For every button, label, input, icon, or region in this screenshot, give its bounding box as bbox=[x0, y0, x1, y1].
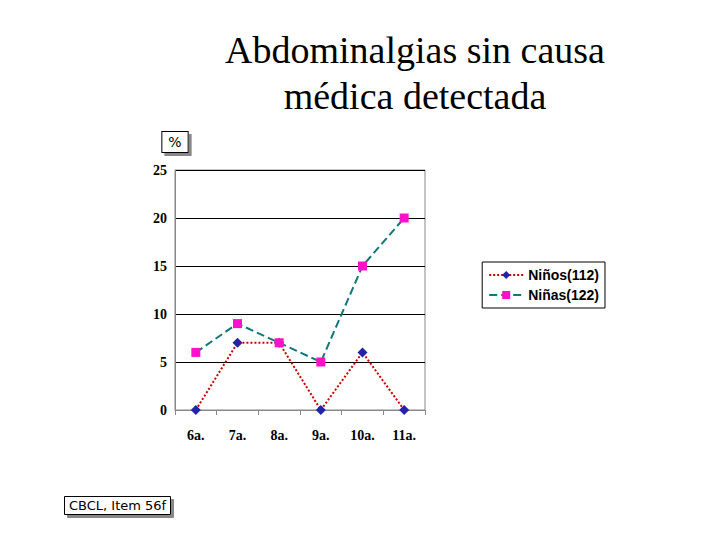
svg-text:Abdominalgias sin causa: Abdominalgias sin causa bbox=[225, 29, 605, 71]
svg-text:médica detectada: médica detectada bbox=[284, 75, 547, 117]
svg-text:25: 25 bbox=[153, 163, 167, 178]
svg-text:20: 20 bbox=[153, 211, 167, 226]
svg-text:6a.: 6a. bbox=[187, 428, 205, 443]
svg-text:7a.: 7a. bbox=[229, 428, 247, 443]
svg-text:Niñas(122): Niñas(122) bbox=[528, 287, 599, 303]
svg-text:10: 10 bbox=[153, 307, 167, 322]
svg-text:0: 0 bbox=[160, 403, 167, 418]
svg-text:10a.: 10a. bbox=[350, 428, 375, 443]
svg-text:Niños(112): Niños(112) bbox=[528, 267, 599, 283]
svg-text:5: 5 bbox=[160, 355, 167, 370]
svg-text:%: % bbox=[168, 134, 181, 150]
svg-text:CBCL, Item 56f: CBCL, Item 56f bbox=[69, 498, 167, 513]
svg-text:15: 15 bbox=[153, 259, 167, 274]
svg-text:9a.: 9a. bbox=[312, 428, 330, 443]
svg-text:11a.: 11a. bbox=[392, 428, 416, 443]
svg-text:8a.: 8a. bbox=[270, 428, 288, 443]
